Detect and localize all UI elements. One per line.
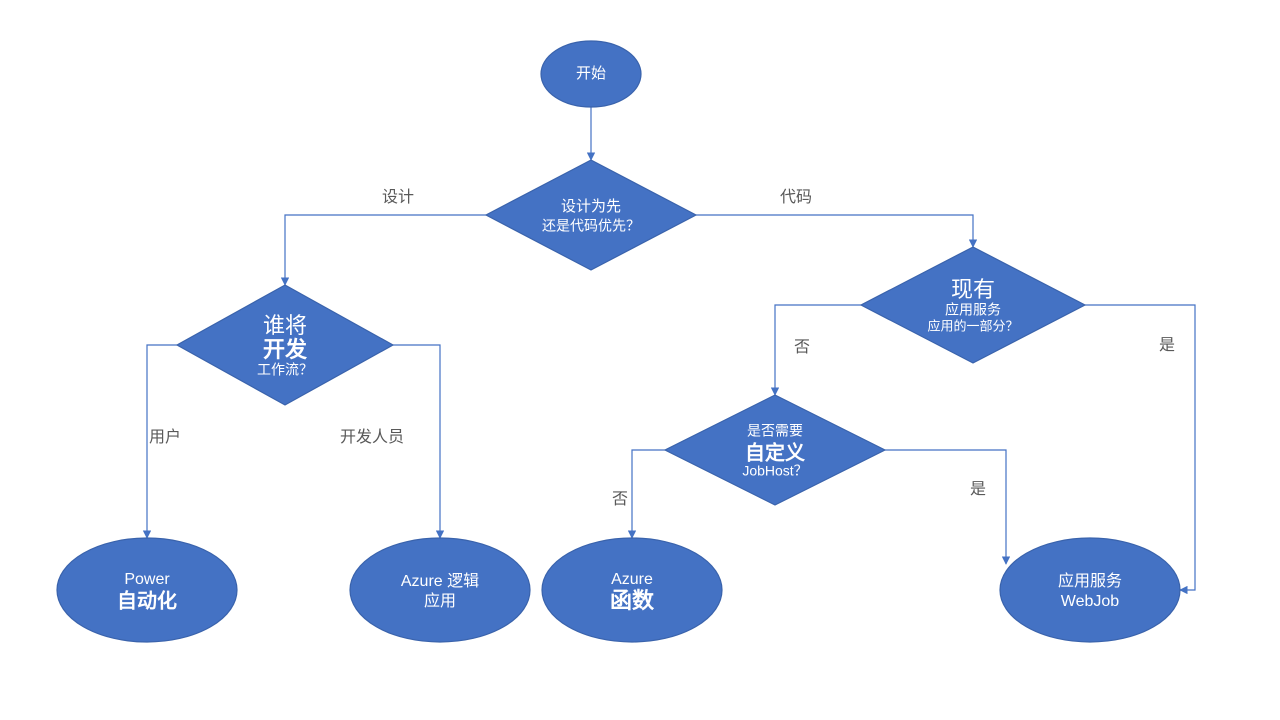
edge-e_d4_r4 [885,450,1006,564]
node-d2-line-2: 工作流？ [257,362,313,378]
node-r4: 应用服务 WebJob [1000,538,1180,642]
node-d4-line-1: 自定义 [745,440,805,464]
edge-label-e_d3_d4: 否 [794,339,810,356]
node-d1-line-0: 设计为先 [561,198,621,215]
node-r3-line-0: Azure [611,571,653,588]
flowchart-canvas: 开始设计为先还是代码优先？谁将开发工作流？现有应用服务应用的一部分？是否需要自定… [0,0,1280,720]
node-d3-line-0: 现有 [951,277,995,302]
node-d1: 设计为先还是代码优先？ [486,160,696,270]
edge-e_d1_d2 [285,215,486,285]
edge-label-e_d3_r4: 是 [1159,337,1175,354]
node-d2-line-1: 开发 [263,337,308,362]
edge-label-e_d2_r1: 用户 [149,428,181,446]
node-d3-line-2: 应用的一部分？ [927,318,1018,333]
node-d2-line-0: 谁将 [263,313,307,338]
edge-e_d3_d4 [775,305,861,395]
node-r3: Azure函数 [542,538,722,642]
edge-label-e_d4_r4: 是 [970,481,986,498]
node-r1: Power自动化 [57,538,237,642]
node-start-line-0: 开始 [576,65,606,82]
node-r2-line-0: Azure 逻辑 [401,572,479,590]
edge-e_d4_r3 [632,450,665,538]
node-r2-line-1: 应用 [424,591,456,610]
node-r1-line-0: Power [124,571,170,588]
node-r3-line-1: 函数 [610,588,655,613]
edge-label-e_d1_d3: 代码 [780,188,812,206]
node-d3: 现有应用服务应用的一部分？ [861,247,1085,363]
node-d4: 是否需要自定义JobHost？ [665,395,885,505]
node-r1-line-1: 自动化 [117,588,177,612]
node-start: 开始 [541,41,641,107]
node-d1-line-1: 还是代码优先？ [542,218,640,234]
edge-label-e_d2_r2: 开发人员 [340,428,404,446]
node-d4-line-0: 是否需要 [747,423,803,439]
node-d2: 谁将开发工作流？ [177,285,393,405]
node-d3-line-1: 应用服务 [945,302,1001,318]
edge-e_d1_d3 [696,215,973,247]
node-r4-line-1: WebJob [1061,593,1120,610]
edge-label-e_d1_d2: 设计 [382,188,414,206]
node-r2: Azure 逻辑应用 [350,538,530,642]
node-d4-line-2: JobHost？ [742,463,807,479]
edge-label-e_d4_r3: 否 [612,491,628,508]
node-r4-line-0: 应用服务 [1058,571,1122,590]
